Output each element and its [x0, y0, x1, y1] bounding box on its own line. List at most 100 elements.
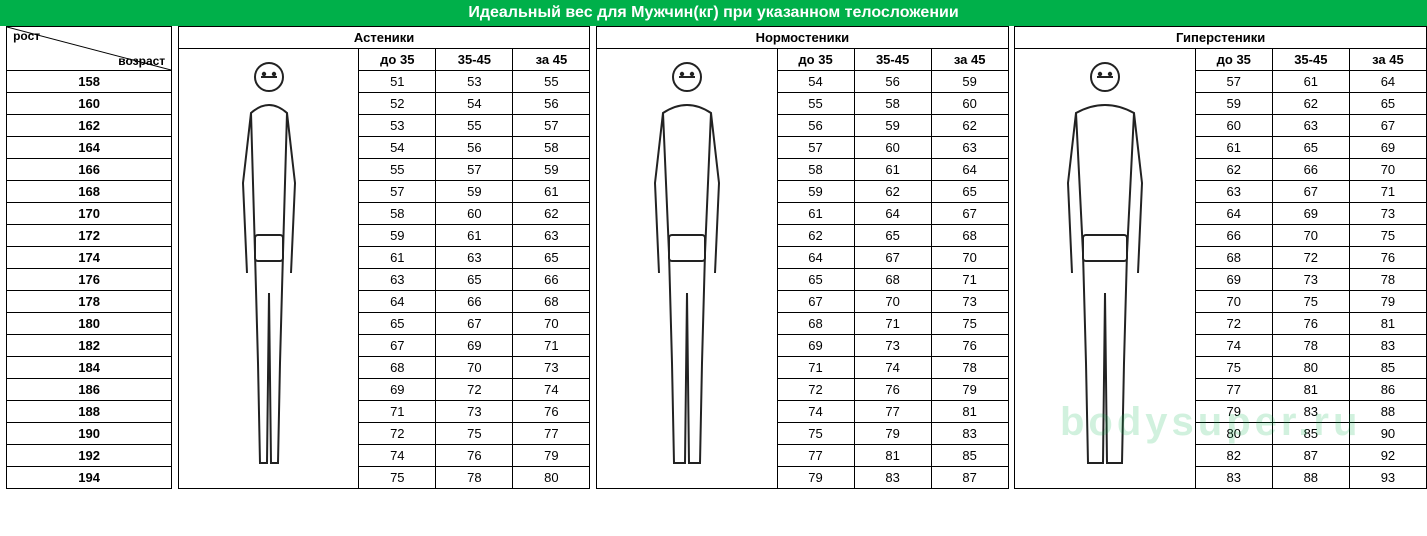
weight-cell: 77: [777, 445, 854, 467]
weight-cell: 74: [359, 445, 436, 467]
weight-cell: 80: [513, 467, 590, 489]
weight-cell: 65: [1349, 93, 1426, 115]
weight-cell: 75: [777, 423, 854, 445]
weight-cell: 65: [931, 181, 1008, 203]
weight-cell: 79: [854, 423, 931, 445]
weight-cell: 56: [854, 71, 931, 93]
weight-cell: 63: [1195, 181, 1272, 203]
weight-cell: 74: [854, 357, 931, 379]
weight-cell: 76: [1349, 247, 1426, 269]
weight-cell: 64: [854, 203, 931, 225]
age-header: 35-45: [1272, 49, 1349, 71]
weight-cell: 63: [359, 269, 436, 291]
height-cell: 182: [7, 335, 172, 357]
weight-cell: 61: [1272, 71, 1349, 93]
weight-cell: 53: [359, 115, 436, 137]
weight-cell: 68: [359, 357, 436, 379]
weight-cell: 74: [1195, 335, 1272, 357]
weight-cell: 54: [777, 71, 854, 93]
age-header: 35-45: [436, 49, 513, 71]
weight-cell: 85: [1272, 423, 1349, 445]
age-header: до 35: [1195, 49, 1272, 71]
page-title: Идеальный вес для Мужчин(кг) при указанн…: [0, 0, 1427, 26]
weight-cell: 73: [1272, 269, 1349, 291]
weight-cell: 63: [436, 247, 513, 269]
age-header: за 45: [513, 49, 590, 71]
weight-cell: 79: [1349, 291, 1426, 313]
weight-cell: 55: [777, 93, 854, 115]
height-cell: 158: [7, 71, 172, 93]
weight-cell: 67: [931, 203, 1008, 225]
weight-cell: 72: [359, 423, 436, 445]
weight-cell: 58: [854, 93, 931, 115]
weight-cell: 60: [854, 137, 931, 159]
age-header: 35-45: [854, 49, 931, 71]
weight-cell: 57: [513, 115, 590, 137]
weight-cell: 63: [1272, 115, 1349, 137]
weight-cell: 77: [854, 401, 931, 423]
weight-cell: 79: [513, 445, 590, 467]
weight-cell: 66: [1272, 159, 1349, 181]
weight-cell: 65: [854, 225, 931, 247]
body-figure-0: [178, 49, 359, 489]
weight-cell: 70: [1349, 159, 1426, 181]
weight-cell: 56: [436, 137, 513, 159]
height-cell: 164: [7, 137, 172, 159]
corner-cell: рост возраст: [7, 27, 172, 71]
body-figure-2: [1015, 49, 1196, 489]
weight-cell: 79: [931, 379, 1008, 401]
weight-cell: 88: [1349, 401, 1426, 423]
weight-cell: 78: [1272, 335, 1349, 357]
weight-cell: 59: [854, 115, 931, 137]
weight-cell: 72: [436, 379, 513, 401]
weight-cell: 73: [931, 291, 1008, 313]
weight-cell: 62: [777, 225, 854, 247]
age-header: за 45: [1349, 49, 1426, 71]
body-type-header: Астеники: [178, 27, 590, 49]
weight-cell: 55: [436, 115, 513, 137]
weight-cell: 90: [1349, 423, 1426, 445]
weight-cell: 76: [436, 445, 513, 467]
weight-cell: 81: [1349, 313, 1426, 335]
weight-cell: 71: [1349, 181, 1426, 203]
weight-cell: 70: [436, 357, 513, 379]
weight-cell: 64: [1195, 203, 1272, 225]
weight-cell: 67: [854, 247, 931, 269]
weight-cell: 70: [1195, 291, 1272, 313]
weight-cell: 71: [931, 269, 1008, 291]
weight-cell: 83: [1195, 467, 1272, 489]
weight-cell: 72: [1272, 247, 1349, 269]
weight-cell: 68: [513, 291, 590, 313]
weight-cell: 56: [777, 115, 854, 137]
weight-cell: 67: [359, 335, 436, 357]
weight-cell: 51: [359, 71, 436, 93]
weight-cell: 79: [777, 467, 854, 489]
weight-cell: 72: [777, 379, 854, 401]
weight-cell: 55: [359, 159, 436, 181]
weight-cell: 82: [1195, 445, 1272, 467]
body-type-header: Гиперстеники: [1015, 27, 1427, 49]
weight-cell: 61: [854, 159, 931, 181]
weight-cell: 57: [359, 181, 436, 203]
weight-cell: 71: [777, 357, 854, 379]
weight-cell: 54: [359, 137, 436, 159]
weight-cell: 62: [931, 115, 1008, 137]
weight-cell: 62: [854, 181, 931, 203]
weight-cell: 71: [854, 313, 931, 335]
weight-cell: 56: [513, 93, 590, 115]
weight-cell: 59: [513, 159, 590, 181]
weight-cell: 67: [1272, 181, 1349, 203]
weight-cell: 71: [513, 335, 590, 357]
weight-cell: 78: [931, 357, 1008, 379]
weight-cell: 78: [1349, 269, 1426, 291]
weight-cell: 62: [1195, 159, 1272, 181]
weight-cell: 78: [436, 467, 513, 489]
weight-cell: 61: [777, 203, 854, 225]
weight-cell: 79: [1195, 401, 1272, 423]
weight-cell: 59: [359, 225, 436, 247]
weight-cell: 76: [931, 335, 1008, 357]
weight-cell: 59: [777, 181, 854, 203]
weight-cell: 69: [359, 379, 436, 401]
weight-cell: 92: [1349, 445, 1426, 467]
weight-cell: 62: [513, 203, 590, 225]
